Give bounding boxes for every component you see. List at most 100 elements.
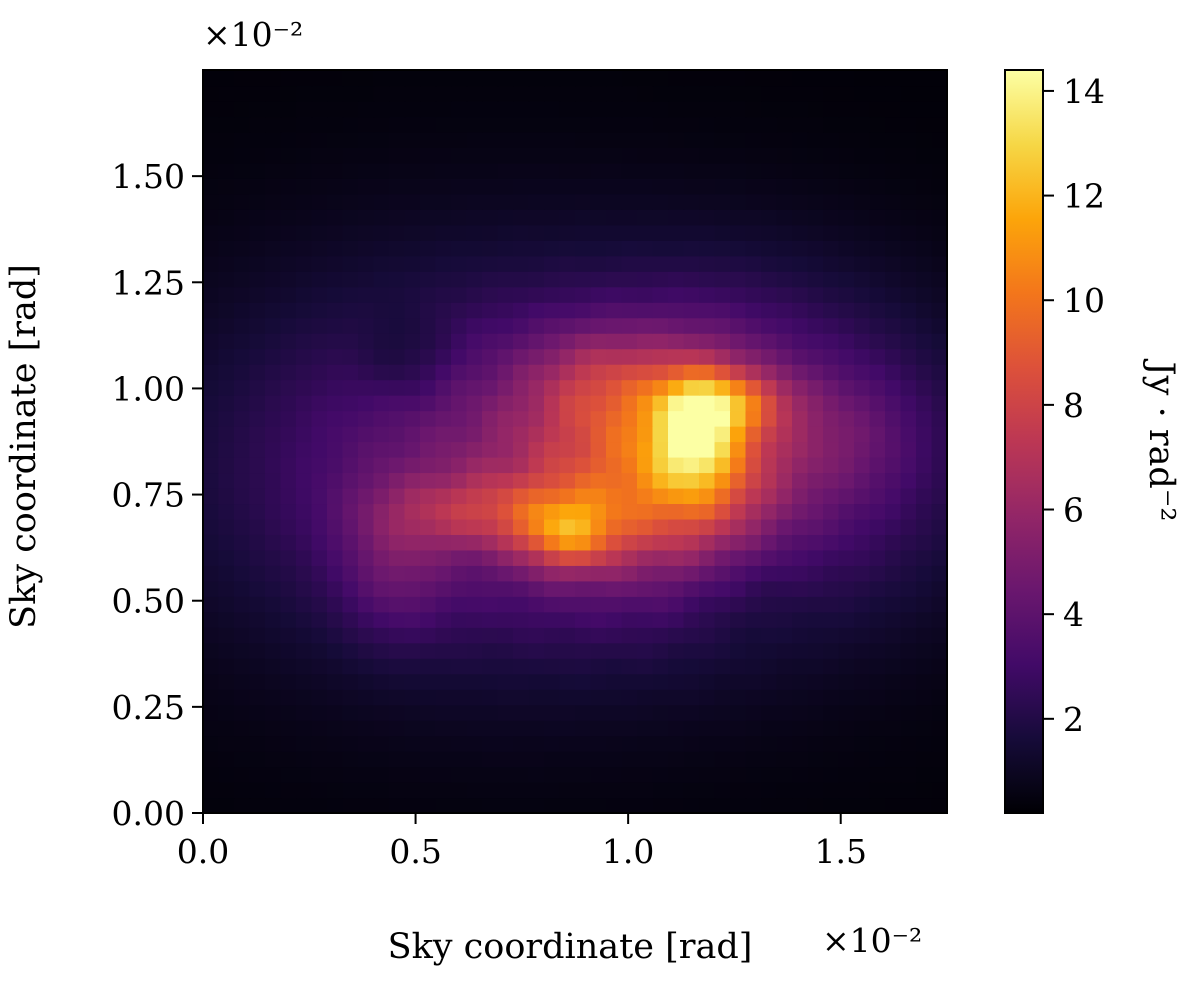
heatmap-cell [311,658,328,675]
heatmap-cell [854,395,871,412]
heatmap-cell [482,271,499,288]
heatmap-cell [420,271,437,288]
heatmap-cell [652,658,669,675]
heatmap-cell [621,596,638,613]
heatmap-cell [249,116,266,133]
heatmap-cell [358,271,375,288]
heatmap-cell [575,456,592,474]
heatmap-cell [885,271,902,288]
heatmap-cell [249,410,266,427]
heatmap-cell [311,426,328,443]
heatmap-cell [792,549,809,566]
heatmap-cell [234,379,251,396]
heatmap-cell [637,70,654,87]
heatmap-cell [900,85,917,102]
heatmap-cell [590,70,607,87]
heatmap-cell [358,317,375,334]
heatmap-cell [373,720,390,737]
heatmap-cell [776,240,793,257]
heatmap-cell [823,162,840,179]
heatmap-cell [559,673,576,690]
heatmap-cell [575,797,592,814]
heatmap-cell [606,797,623,814]
heatmap-cell [606,255,623,272]
heatmap-cell [714,162,731,179]
heatmap-cell [699,580,716,597]
heatmap-cell [668,580,685,597]
heatmap-cell [451,751,468,768]
heatmap-cell [869,193,886,210]
heatmap-cell [249,131,266,148]
heatmap-cell [482,178,499,195]
heatmap-cell [668,348,685,365]
heatmap-cell [637,549,654,566]
heatmap-cell [404,658,421,675]
heatmap-cell [559,302,576,319]
heatmap-cell [389,348,406,365]
heatmap-cell [575,224,592,241]
heatmap-cell [528,147,545,164]
heatmap-cell [900,302,917,319]
heatmap-cell [621,85,638,102]
heatmap-cell [203,162,220,179]
heatmap-cell [451,302,468,319]
heatmap-cell [280,766,297,783]
heatmap-cell [885,348,902,365]
heatmap-cell [699,426,716,443]
heatmap-cell [854,271,871,288]
heatmap-cell [420,658,437,675]
heatmap-cell [342,782,359,799]
heatmap-cell [575,580,592,597]
heatmap-cell [900,193,917,210]
heatmap-cell [885,766,902,783]
heatmap-cell [900,240,917,257]
heatmap-cell [249,642,266,659]
heatmap-cell [482,627,499,644]
heatmap-cell [528,193,545,210]
heatmap-cell [559,487,576,505]
heatmap-cell [854,534,871,551]
heatmap-cell [218,116,235,133]
heatmap-cell [389,472,406,489]
heatmap-cell [916,240,933,257]
heatmap-cell [652,472,669,489]
heatmap-cell [916,596,933,613]
heatmap-cell [683,379,700,396]
heatmap-cell [575,673,592,690]
heatmap-cell [699,797,716,814]
heatmap-cell [280,503,297,520]
heatmap-cell [311,178,328,195]
heatmap-cell [234,410,251,427]
heatmap-cell [342,100,359,118]
heatmap-cell [327,689,344,706]
heatmap-cell [606,580,623,597]
heatmap-cell [807,689,824,706]
heatmap-cell [234,673,251,690]
heatmap-cell [528,116,545,133]
heatmap-cell [761,178,778,195]
heatmap-cell [528,580,545,597]
heatmap-cell [807,642,824,659]
heatmap-cell [761,410,778,427]
heatmap-cell [234,364,251,381]
heatmap-cell [280,85,297,102]
heatmap-cell [699,395,716,412]
heatmap-cell [621,364,638,381]
heatmap-cell [435,751,452,768]
heatmap-cell [203,426,220,443]
heatmap-cell [497,70,514,87]
heatmap-cell [792,596,809,613]
heatmap-cell [311,364,328,381]
heatmap-cell [404,364,421,381]
heatmap-cell [714,131,731,148]
heatmap-cell [900,596,917,613]
heatmap-cell [234,534,251,551]
heatmap-cell [451,333,468,350]
heatmap-cell [482,333,499,350]
heatmap-cell [218,627,235,644]
heatmap-cell [296,255,313,272]
heatmap-cell [931,751,948,768]
heatmap-cell [389,379,406,396]
heatmap-cell [916,720,933,737]
heatmap-cell [559,611,576,628]
